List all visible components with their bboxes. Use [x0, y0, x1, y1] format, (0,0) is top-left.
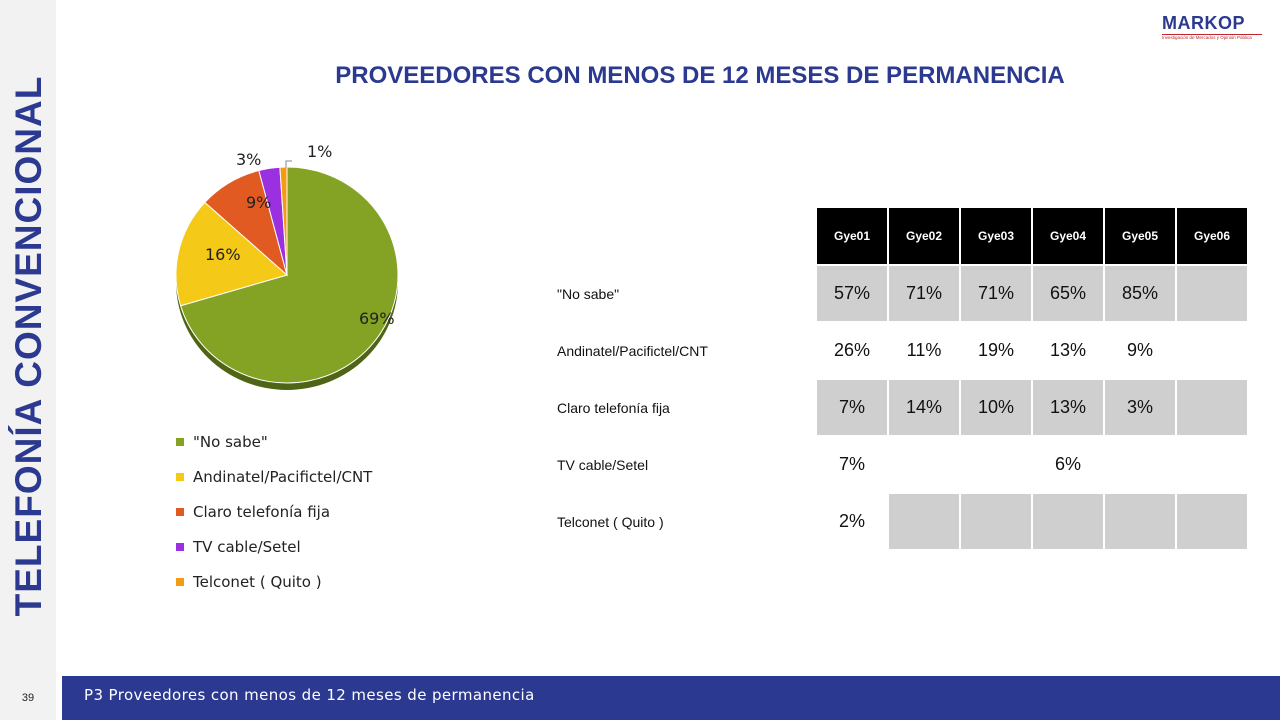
table-column-header: Gye01 — [817, 208, 887, 264]
table-cell: 11% — [906, 340, 942, 360]
legend-item: Andinatel/Pacifictel/CNT — [176, 459, 436, 494]
legend-swatch — [176, 437, 184, 446]
table-cell: 19% — [977, 340, 1015, 360]
logo-divider — [1162, 34, 1262, 35]
data-table: Gye01 Gye02 Gye03 Gye04 Gye05 Gye06 "No sabe"… — [555, 206, 1249, 551]
legend-label: TV cable/Setel — [193, 537, 301, 556]
pie-slice — [279, 166, 288, 276]
table-row-label: Andinatel/Pacifictel/CNT — [557, 342, 708, 359]
table-row: Claro telefonía fija 7% 14% 10% 13% 3% — [557, 380, 1247, 435]
table-cell: 65% — [1033, 266, 1103, 321]
pie-chart: 69% 16% 9% 3% 1% — [175, 142, 399, 390]
table-body: "No sabe" 57% 71% 71% 65% 85% Andinatel/Pacifi… — [557, 266, 1247, 549]
table-cell: 7% — [817, 380, 887, 435]
table-cell: 57% — [817, 266, 887, 321]
table-cell: 13% — [1049, 340, 1087, 360]
table-column-header: Gye02 — [889, 208, 959, 264]
table-row-label: Telconet ( Quito ) — [557, 513, 664, 530]
legend-item: Claro telefonía fija — [176, 494, 436, 529]
table-column-header: Gye05 — [1105, 208, 1175, 264]
legend-item: Telconet ( Quito ) — [176, 564, 436, 599]
table-cell: 3% — [1105, 380, 1175, 435]
page-number: 39 — [0, 676, 56, 720]
table-corner — [557, 208, 815, 264]
page-title: PROVEEDORES CON MENOS DE 12 MESES DE PER… — [335, 62, 1065, 89]
legend-swatch — [176, 472, 184, 481]
table-cell: 13% — [1033, 380, 1103, 435]
table-column-header: Gye06 — [1177, 208, 1247, 264]
pie-slice — [175, 201, 289, 307]
footer-text: P3 Proveedores con menos de 12 meses de … — [84, 686, 535, 704]
table-row: TV cable/Setel 7% 6% — [557, 437, 1247, 492]
legend-label: "No sabe" — [193, 432, 268, 451]
legend-swatch — [176, 542, 184, 551]
left-sidebar — [0, 0, 56, 676]
legend-swatch — [176, 507, 184, 516]
logo-name: MARKOP — [1162, 13, 1245, 33]
pie-legend: "No sabe" Andinatel/Pacifictel/CNT Claro t… — [176, 424, 436, 599]
table-cell — [1177, 494, 1247, 549]
table-column-header: Gye04 — [1033, 208, 1103, 264]
table-cell: 10% — [961, 380, 1031, 435]
table-row: Telconet ( Quito ) 2% — [557, 494, 1247, 549]
table-grid: Gye01 Gye02 Gye03 Gye04 Gye05 Gye06 "No sabe"… — [555, 206, 1249, 551]
table-cell — [1177, 266, 1247, 321]
table-row: "No sabe" 57% 71% 71% 65% 85% — [557, 266, 1247, 321]
table-cell: 71% — [889, 266, 959, 321]
markop-logo: MARKOP Investigación de Mercados y Opini… — [1162, 12, 1266, 44]
legend-item: "No sabe" — [176, 424, 436, 459]
table-row-label: TV cable/Setel — [557, 456, 649, 473]
legend-label: Telconet ( Quito ) — [193, 572, 322, 591]
table-cell: 26% — [833, 340, 871, 360]
table-cell — [1177, 380, 1247, 435]
pie-data-label: 16% — [205, 245, 241, 264]
table-cell: 6% — [1054, 454, 1081, 474]
table-row-label: "No sabe" — [557, 285, 620, 302]
table-cell: 14% — [889, 380, 959, 435]
legend-label: Andinatel/Pacifictel/CNT — [193, 467, 373, 486]
pie-leader-line — [285, 160, 292, 168]
pie-data-label: 1% — [307, 142, 332, 161]
footer-bar: P3 Proveedores con menos de 12 meses de … — [62, 676, 1280, 720]
table-cell: 85% — [1105, 266, 1175, 321]
logo-tagline: Investigación de Mercados y Opinión Públ… — [1162, 35, 1252, 40]
table-cell — [889, 494, 959, 549]
table-cell: 71% — [961, 266, 1031, 321]
pie-labels: 69% 16% 9% 3% 1% — [205, 142, 395, 328]
table-row-label: Claro telefonía fija — [557, 399, 670, 416]
table-cell — [1033, 494, 1103, 549]
legend-item: TV cable/Setel — [176, 529, 436, 564]
pie-slices — [175, 166, 399, 384]
pie-slice — [179, 166, 399, 384]
table-row: Andinatel/Pacifictel/CNT 26% 11% 19% 13% 9% — [557, 323, 1247, 378]
legend-label: Claro telefonía fija — [193, 502, 331, 521]
table-column-header: Gye03 — [961, 208, 1031, 264]
table-cell — [1105, 494, 1175, 549]
table-cell — [961, 494, 1031, 549]
pie-data-label: 3% — [236, 150, 261, 169]
table-cell — [1177, 323, 1247, 378]
legend-swatch — [176, 577, 184, 586]
table-cell: 9% — [1126, 340, 1153, 360]
section-title-vertical: TELEFONÍA CONVENCIONAL — [8, 75, 49, 617]
table-cell: 7% — [838, 454, 865, 474]
pie-data-label: 69% — [359, 309, 395, 328]
table-cell: 2% — [838, 511, 865, 531]
pie-data-label: 9% — [246, 193, 271, 212]
table-header-row: Gye01 Gye02 Gye03 Gye04 Gye05 Gye06 — [557, 208, 1247, 264]
